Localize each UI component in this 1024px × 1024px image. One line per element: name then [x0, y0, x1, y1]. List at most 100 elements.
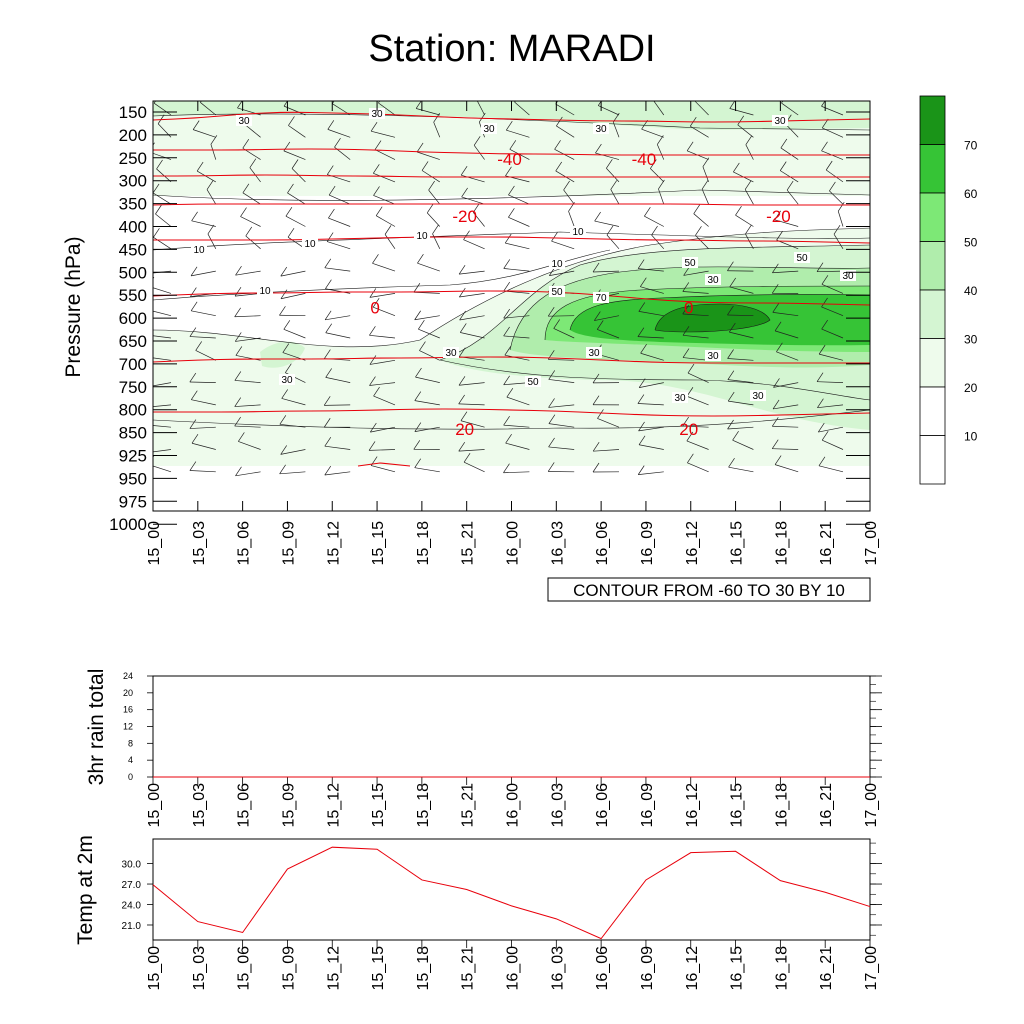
- wind-barb-feather: [370, 122, 378, 132]
- wind-barb-shaft: [825, 169, 844, 183]
- rain-y-axis-label: 3hr rain total: [85, 669, 108, 786]
- wind-barb-shaft: [287, 192, 306, 205]
- humidity-label-bg: [840, 270, 856, 281]
- wind-barb-shaft: [200, 102, 217, 116]
- temperature-contour-6: [153, 356, 870, 364]
- pressure-tick-label: 750: [119, 378, 147, 397]
- humidity-label-text: 50: [684, 258, 696, 269]
- wind-barb-feather: [328, 208, 335, 219]
- wind-barb-shaft: [821, 283, 844, 294]
- wind-barb-shaft: [156, 168, 172, 183]
- humidity-label-text: 30: [588, 348, 600, 359]
- wind-barb-shaft: [594, 220, 620, 227]
- wind-barb-feather: [505, 433, 512, 444]
- wind-barb-shaft: [459, 293, 485, 298]
- wind-barb-shaft: [593, 449, 620, 452]
- wind-barb-feather: [153, 183, 160, 194]
- wind-barb-feather: [418, 319, 425, 330]
- wind-barb-shaft: [473, 212, 485, 227]
- wind-barb-feather: [548, 370, 556, 380]
- humidity-contour-2: [153, 231, 870, 251]
- pressure-tick-label: 200: [119, 126, 147, 145]
- wind-barb-feather: [657, 135, 664, 145]
- wind-barb-shaft: [638, 268, 664, 272]
- wind-barb-shaft: [473, 145, 485, 160]
- wind-barb-shaft: [288, 125, 306, 138]
- wind-barb-feather: [234, 286, 242, 297]
- cross-section-y-axis-label: Pressure (hPa): [62, 236, 85, 377]
- wind-barb-feather: [637, 394, 645, 404]
- wind-barb-feather: [190, 266, 198, 277]
- wind-barb-feather: [428, 180, 435, 191]
- wind-barb-feather: [701, 179, 709, 190]
- wind-barb-feather: [637, 327, 645, 337]
- wind-barb-feather: [325, 323, 333, 333]
- colorbar-swatch: [919, 338, 946, 388]
- temperature-x-tick-label: 15_03: [191, 946, 208, 991]
- rain-x-tick-label: 16_06: [594, 783, 611, 828]
- wind-barb-feather: [190, 287, 197, 297]
- wind-barb-shaft: [637, 336, 664, 339]
- wind-barb-feather: [638, 302, 646, 312]
- pressure-tick-label: 300: [119, 172, 147, 191]
- wind-barb-shaft: [639, 382, 664, 388]
- wind-barb-shaft: [373, 395, 396, 406]
- humidity-label: 10: [414, 230, 430, 242]
- pressure-tick-label: 1000: [109, 515, 147, 534]
- wind-barb-feather: [772, 399, 780, 410]
- colorbar-swatch: [919, 435, 946, 485]
- humidity-label: 10: [257, 285, 273, 297]
- wind-barb-feather: [548, 414, 556, 424]
- colorbar: 70 60 50 40 30 20 10: [919, 95, 978, 485]
- wind-barb-feather: [504, 233, 512, 244]
- wind-barb-shaft: [191, 399, 216, 406]
- wind-barb-feather: [781, 101, 784, 104]
- wind-barb-feather: [695, 226, 702, 236]
- wind-barb-shaft: [189, 426, 216, 429]
- wind-barb-shaft: [373, 195, 396, 205]
- time-tick-label: 16_15: [729, 521, 746, 566]
- wind-barb-shaft: [463, 239, 485, 250]
- time-tick-label: 15_03: [191, 521, 208, 566]
- temperature-x-tick-label: 16_09: [639, 946, 656, 991]
- temperature-contour-5: [153, 290, 870, 306]
- wind-barb-shaft: [153, 357, 172, 361]
- wind-barb-feather: [413, 440, 421, 450]
- colorbar-label: 10: [964, 430, 978, 444]
- wind-barb-feather: [592, 395, 600, 405]
- humidity-label-bg: [593, 123, 609, 134]
- humidity-label-text: 30: [281, 375, 293, 386]
- wind-barb-shaft: [781, 102, 799, 116]
- wind-barb-shaft: [640, 352, 664, 361]
- humidity-label-text: 10: [551, 259, 563, 270]
- wind-barb-feather: [555, 161, 563, 172]
- wind-barb-shaft: [595, 152, 620, 160]
- rain-x-tick-label: 15_00: [146, 783, 163, 828]
- wind-barb-feather: [776, 230, 783, 241]
- colorbar-label: 20: [964, 381, 978, 395]
- wind-barb-feather: [687, 453, 694, 463]
- wind-barb-shaft: [686, 440, 709, 450]
- wind-barb-shaft: [153, 382, 172, 387]
- wind-barb-feather: [207, 224, 215, 235]
- wind-barb-feather: [372, 254, 379, 264]
- wind-barb-feather: [156, 159, 163, 170]
- humidity-label-bg: [672, 392, 688, 403]
- wind-barb-feather: [285, 206, 293, 217]
- pressure-tick-label: 550: [119, 286, 147, 305]
- wind-barb-shaft: [729, 286, 754, 294]
- wind-barb-feather: [592, 262, 600, 273]
- humidity-label: 30: [772, 115, 788, 127]
- temperature-x-tick-label: 16_15: [729, 946, 746, 991]
- wind-barb-shaft: [822, 127, 844, 138]
- humidity-contour-9: [654, 303, 771, 333]
- humidity-label-text: 70: [595, 293, 607, 304]
- wind-barb-feather: [477, 91, 483, 100]
- wind-barb-shaft: [369, 449, 396, 451]
- wind-barb-shaft: [378, 102, 396, 116]
- humidity-label: 50: [525, 376, 541, 388]
- wind-barb-feather: [508, 208, 515, 218]
- wind-barb-feather: [650, 159, 657, 169]
- wind-barb-feather: [727, 370, 735, 380]
- wind-barb-feather: [281, 389, 289, 399]
